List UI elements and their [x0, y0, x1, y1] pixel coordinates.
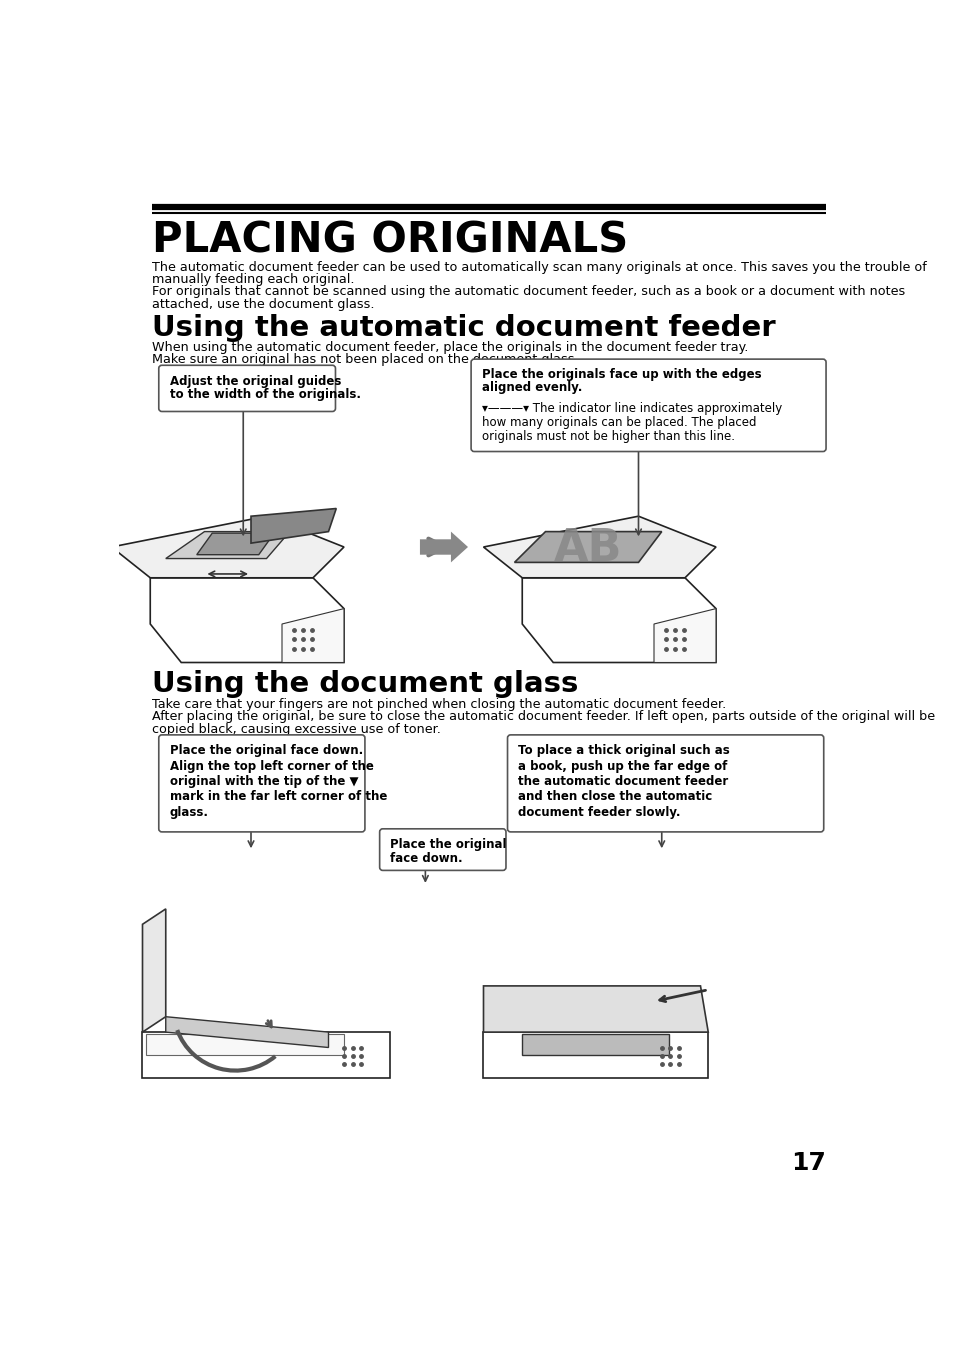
Text: document feeder slowly.: document feeder slowly. — [517, 806, 680, 818]
FancyBboxPatch shape — [507, 734, 822, 832]
Text: attached, use the document glass.: attached, use the document glass. — [152, 297, 374, 310]
Polygon shape — [196, 533, 274, 555]
Text: and then close the automatic: and then close the automatic — [517, 790, 712, 803]
FancyBboxPatch shape — [158, 366, 335, 412]
Text: copied black, causing excessive use of toner.: copied black, causing excessive use of t… — [152, 722, 440, 736]
Text: originals must not be higher than this line.: originals must not be higher than this l… — [481, 429, 734, 443]
Text: original with the tip of the ▼: original with the tip of the ▼ — [170, 775, 357, 788]
Text: The automatic document feeder can be used to automatically scan many originals a: The automatic document feeder can be use… — [152, 261, 925, 274]
Text: Place the original: Place the original — [390, 838, 506, 850]
Polygon shape — [654, 609, 716, 663]
Polygon shape — [521, 578, 716, 663]
Text: aligned evenly.: aligned evenly. — [481, 382, 581, 394]
FancyArrowPatch shape — [424, 539, 445, 555]
Text: mark in the far left corner of the: mark in the far left corner of the — [170, 790, 387, 803]
Text: ▾———▾ The indicator line indicates approximately: ▾———▾ The indicator line indicates appro… — [481, 402, 781, 416]
Polygon shape — [112, 516, 344, 578]
Polygon shape — [150, 578, 344, 663]
Text: PLACING ORIGINALS: PLACING ORIGINALS — [152, 220, 627, 262]
Text: When using the automatic document feeder, place the originals in the document fe: When using the automatic document feeder… — [152, 340, 747, 354]
Text: Make sure an original has not been placed on the document glass.: Make sure an original has not been place… — [152, 352, 578, 366]
Text: how many originals can be placed. The placed: how many originals can be placed. The pl… — [481, 416, 756, 429]
FancyBboxPatch shape — [158, 734, 365, 832]
Text: a book, push up the far edge of: a book, push up the far edge of — [517, 760, 727, 772]
Polygon shape — [142, 1033, 390, 1079]
Polygon shape — [483, 986, 707, 1033]
Polygon shape — [282, 609, 344, 663]
FancyBboxPatch shape — [379, 829, 505, 871]
Text: For originals that cannot be scanned using the automatic document feeder, such a: For originals that cannot be scanned usi… — [152, 285, 904, 298]
Text: To place a thick original such as: To place a thick original such as — [517, 744, 729, 757]
Text: Place the originals face up with the edges: Place the originals face up with the edg… — [481, 369, 760, 381]
Text: glass.: glass. — [170, 806, 209, 818]
Text: face down.: face down. — [390, 852, 462, 865]
Text: manually feeding each original.: manually feeding each original. — [152, 273, 354, 286]
Polygon shape — [419, 532, 468, 563]
Text: After placing the original, be sure to close the automatic document feeder. If l: After placing the original, be sure to c… — [152, 710, 934, 724]
Text: Take care that your fingers are not pinched when closing the automatic document : Take care that your fingers are not pinc… — [152, 698, 725, 711]
Polygon shape — [146, 1034, 344, 1056]
Text: to the width of the originals.: to the width of the originals. — [170, 389, 360, 401]
Polygon shape — [483, 516, 716, 578]
Text: Adjust the original guides: Adjust the original guides — [170, 374, 340, 387]
Polygon shape — [166, 532, 290, 559]
Polygon shape — [166, 1017, 328, 1048]
Polygon shape — [483, 1033, 707, 1079]
Text: Place the original face down.: Place the original face down. — [170, 744, 362, 757]
Text: the automatic document feeder: the automatic document feeder — [517, 775, 728, 788]
Text: Using the automatic document feeder: Using the automatic document feeder — [152, 315, 775, 343]
FancyBboxPatch shape — [471, 359, 825, 451]
Text: Align the top left corner of the: Align the top left corner of the — [170, 760, 374, 772]
Text: AB: AB — [554, 526, 621, 570]
Polygon shape — [514, 532, 661, 563]
Polygon shape — [521, 1034, 669, 1056]
Text: 17: 17 — [790, 1150, 825, 1174]
Text: Using the document glass: Using the document glass — [152, 670, 578, 698]
Polygon shape — [251, 509, 335, 543]
Polygon shape — [142, 909, 166, 1033]
